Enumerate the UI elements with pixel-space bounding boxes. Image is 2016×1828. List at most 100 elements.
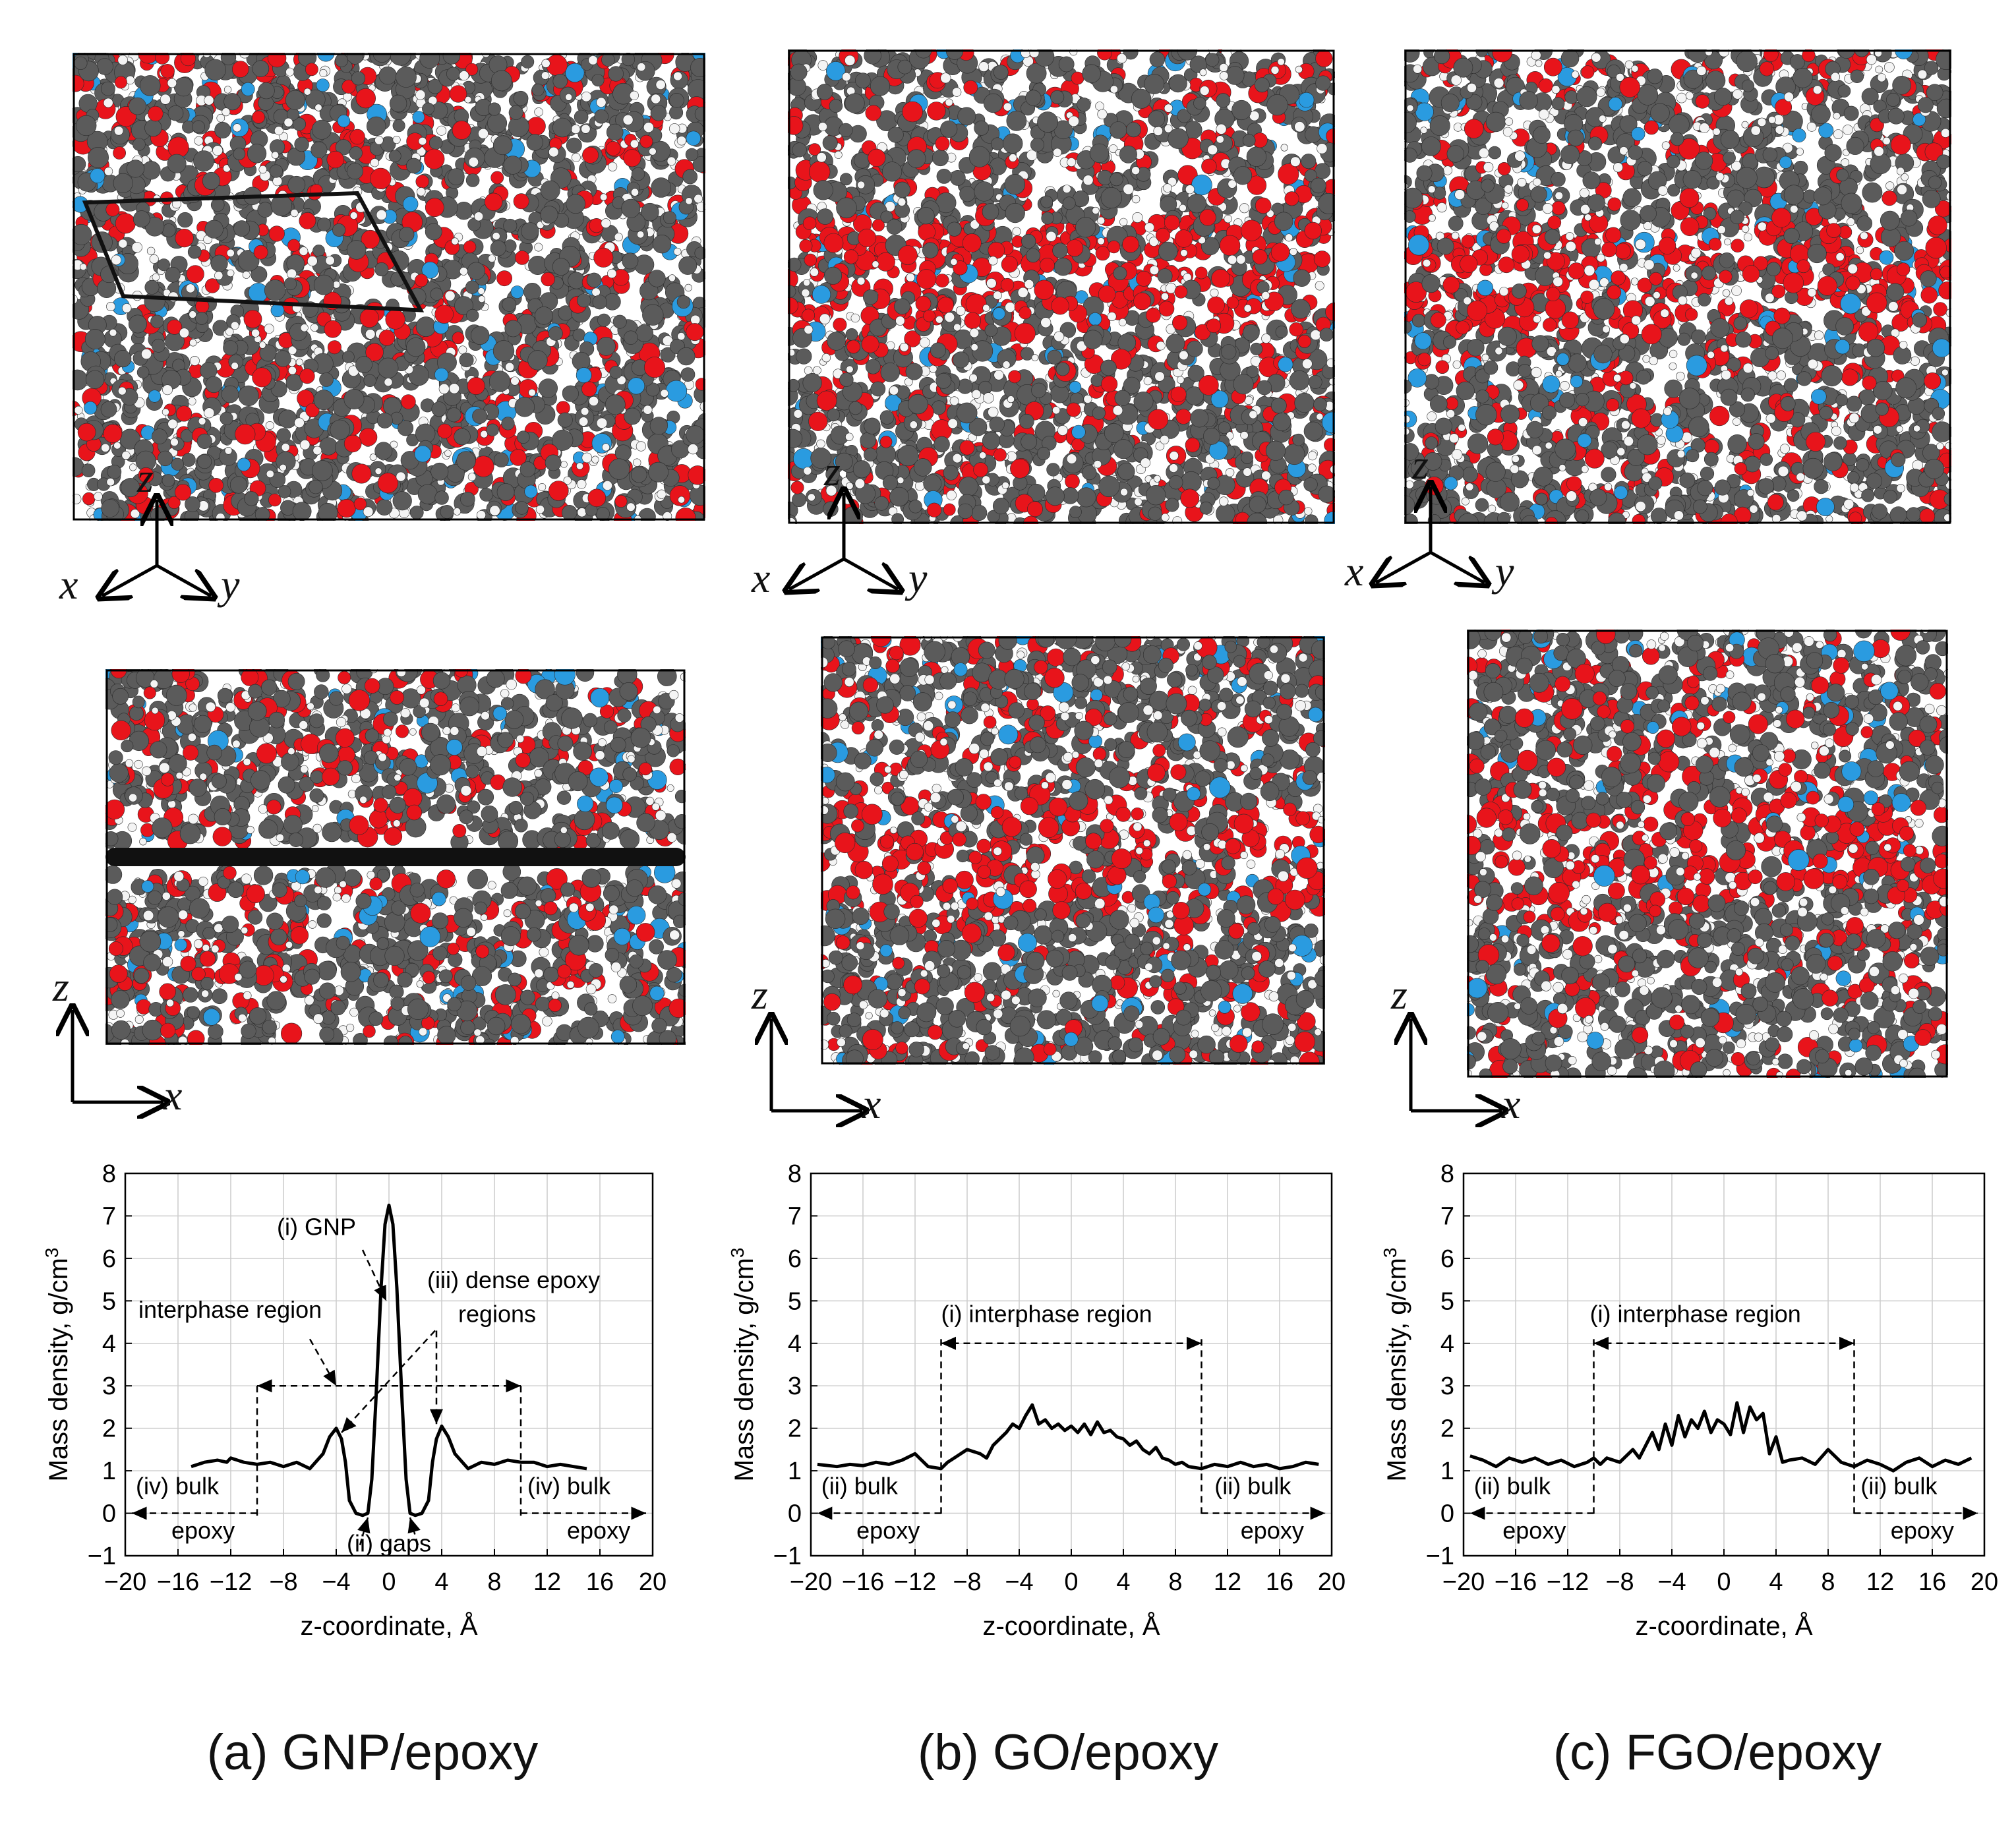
annotation-label: (ii) bulk <box>1860 1473 1938 1500</box>
annotation-label: (i) interphase region <box>941 1301 1152 1328</box>
x-tick-label: 4 <box>1116 1568 1130 1596</box>
caption-c: (c) FGO/epoxy <box>1553 1725 1882 1781</box>
pair-arrows <box>1384 969 1556 1140</box>
annotation-label: (iv) bulk <box>136 1473 220 1500</box>
y-tick-label: 5 <box>788 1287 802 1315</box>
x-tick-label: 20 <box>639 1568 667 1596</box>
axis-z-label: z <box>137 454 154 501</box>
axis-x-label: x <box>862 1080 881 1127</box>
x-tick-label: 12 <box>1866 1568 1894 1596</box>
y-tick-label: 2 <box>788 1415 802 1443</box>
density-series-line <box>1469 1401 1972 1473</box>
gap-arrow-left <box>357 1517 371 1546</box>
y-tick-label: 8 <box>1440 1160 1454 1188</box>
x-tick-label: 12 <box>533 1568 561 1596</box>
annotation-label: (ii) bulk <box>821 1473 899 1500</box>
x-tick-label: −20 <box>104 1568 146 1596</box>
dense-arrow-left <box>341 1330 436 1433</box>
y-tick-label: 0 <box>788 1500 802 1528</box>
y-tick-label: 3 <box>102 1372 116 1400</box>
y-axis-title: Mass density, g/cm3 <box>1380 1248 1411 1482</box>
axis-y-label: y <box>908 554 928 601</box>
density-series-line <box>817 1403 1319 1471</box>
axis-x-label: x <box>1345 548 1364 595</box>
annotation-label: (iii) dense epoxy <box>427 1266 600 1293</box>
density-series-line <box>191 1203 587 1518</box>
atoms <box>1467 630 1948 1078</box>
mol-svg <box>788 49 1335 524</box>
x-axis-title: z-coordinate, Å <box>1635 1611 1812 1641</box>
y-tick-label: 4 <box>102 1330 116 1358</box>
y-tick-label: 6 <box>1440 1245 1454 1273</box>
gap-arrow-right <box>407 1517 421 1546</box>
density-chart-b: −20 −16 −12 −8 −4 0 4 8 12 16 20−1012345678z-coord… <box>727 1160 1346 1641</box>
atoms <box>1404 49 1951 524</box>
atoms <box>788 49 1335 524</box>
y-tick-label: 5 <box>1440 1287 1454 1315</box>
axis-z-label: z <box>1391 971 1408 1018</box>
annotation-label: (ii) gaps <box>347 1530 431 1557</box>
axis-triad-b: z x y <box>752 448 963 613</box>
x-tick-label: −12 <box>894 1568 936 1596</box>
y-tick-label: −1 <box>1426 1543 1454 1570</box>
y-tick-label: 0 <box>102 1500 116 1528</box>
x-tick-label: −8 <box>953 1568 981 1596</box>
annotation-label: (ii) bulk <box>1474 1473 1551 1500</box>
y-tick-label: 0 <box>1440 1500 1454 1528</box>
triad-arrows <box>752 448 963 613</box>
x-tick-label: −16 <box>157 1568 199 1596</box>
annotation-label: epoxy <box>1241 1517 1304 1544</box>
x-tick-label: 16 <box>1266 1568 1293 1596</box>
y-tick-label: 1 <box>788 1458 802 1485</box>
x-tick-label: 12 <box>1214 1568 1241 1596</box>
x-tick-label: −8 <box>1605 1568 1634 1596</box>
x-tick-label: 16 <box>1918 1568 1946 1596</box>
y-tick-label: 1 <box>102 1458 116 1485</box>
triad-arrows <box>1358 442 1569 606</box>
x-tick-label: 8 <box>1821 1568 1835 1596</box>
sim-box <box>1467 630 1948 1078</box>
axis-triad-a: z x y <box>53 454 264 620</box>
y-tick-label: 8 <box>788 1160 802 1188</box>
axis-x-label: x <box>752 554 771 601</box>
x-tick-label: 16 <box>586 1568 614 1596</box>
x-tick-label: −4 <box>322 1568 350 1596</box>
axis-pair-a: z x <box>46 962 218 1134</box>
axis-x-label: x <box>59 561 78 608</box>
annotation-label: epoxy <box>1891 1517 1954 1544</box>
annotation-label: epoxy <box>567 1517 630 1544</box>
gnp-arrow <box>361 1249 388 1301</box>
y-tick-label: 4 <box>788 1330 802 1358</box>
y-tick-label: 3 <box>788 1372 802 1400</box>
triad-arrows <box>53 455 264 620</box>
y-tick-label: 3 <box>1440 1372 1454 1400</box>
axis-y-label: y <box>1495 548 1514 595</box>
sim-box <box>73 53 705 521</box>
gnp-epoxy-side-view <box>105 669 686 1045</box>
mol-svg <box>105 669 686 1045</box>
annotation-label: (i) GNP <box>277 1213 356 1240</box>
axis-z-label: z <box>752 971 768 1018</box>
y-tick-label: 7 <box>102 1202 116 1230</box>
axis-y-label: y <box>221 561 240 608</box>
x-tick-label: 8 <box>1168 1568 1182 1596</box>
y-tick-label: 4 <box>1440 1330 1454 1358</box>
axis-x-label: x <box>1502 1080 1521 1127</box>
annotation-label: epoxy <box>856 1517 920 1544</box>
y-axis-title: Mass density, g/cm3 <box>727 1248 759 1482</box>
fgo-epoxy-side-view <box>1467 630 1948 1078</box>
graphene-sheet <box>82 191 425 312</box>
x-tick-label: −20 <box>790 1568 832 1596</box>
density-chart-c: −20 −16 −12 −8 −4 0 4 8 12 16 20−1012345678z-coord… <box>1380 1160 1998 1641</box>
caption-a: (a) GNP/epoxy <box>206 1725 539 1781</box>
y-tick-label: 1 <box>1440 1458 1454 1485</box>
axis-z-label: z <box>824 448 841 494</box>
graphene-sheet <box>105 848 686 866</box>
x-tick-label: 20 <box>1318 1568 1346 1596</box>
fgo-epoxy-3d-render <box>1404 49 1951 524</box>
atoms <box>105 669 686 1045</box>
annotation-label: interphase region <box>138 1296 322 1323</box>
mol-svg <box>821 636 1325 1065</box>
y-tick-label: 2 <box>1440 1415 1454 1443</box>
annotation-label: (iv) bulk <box>527 1473 611 1500</box>
